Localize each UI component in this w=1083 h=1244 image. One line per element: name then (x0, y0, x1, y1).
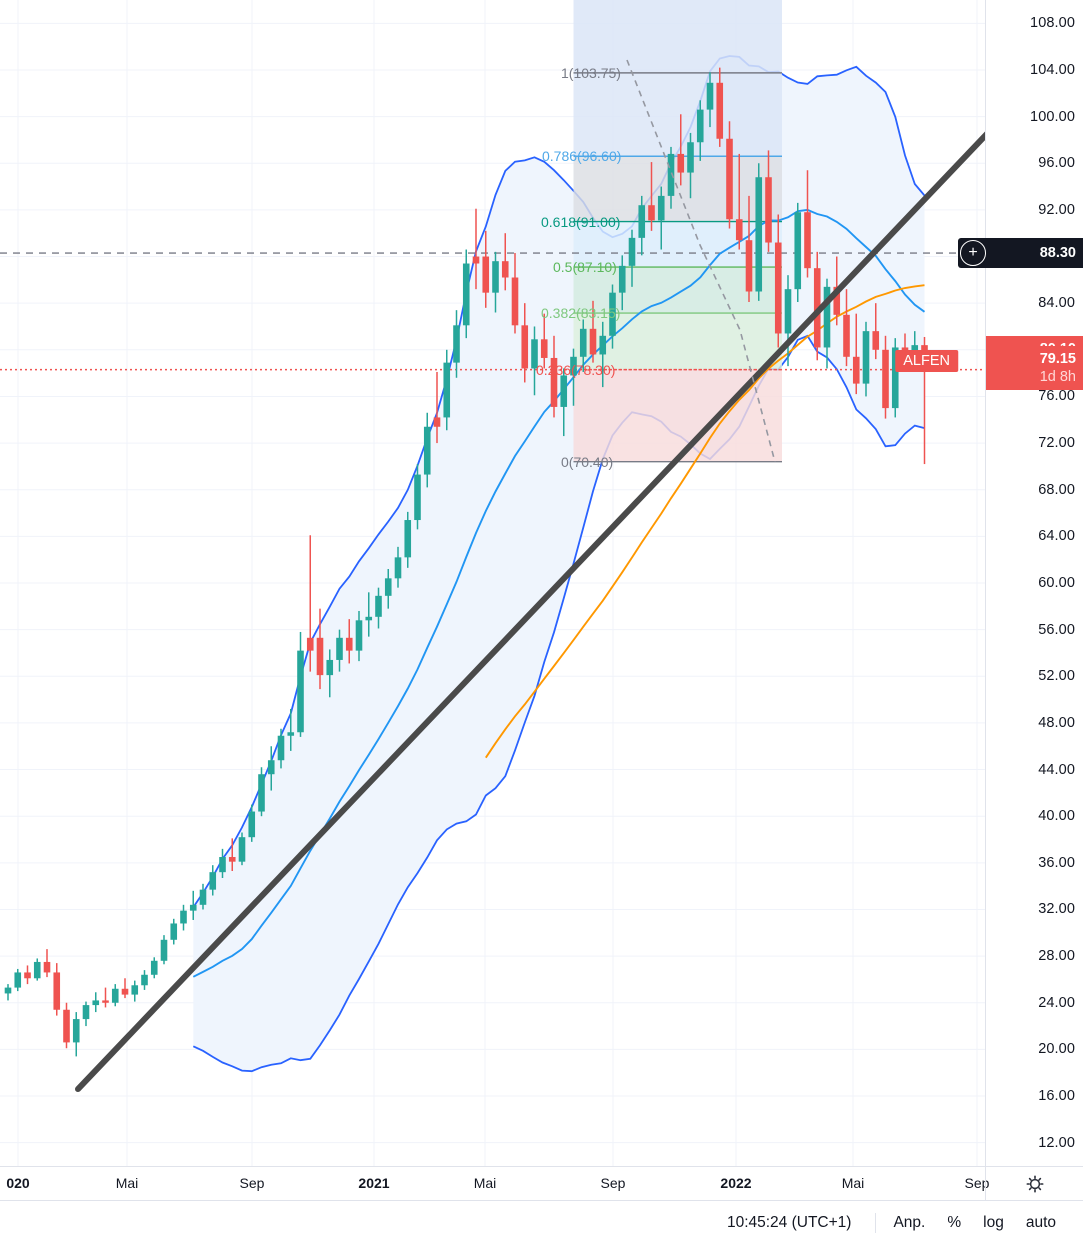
price-tick: 28.00 (1038, 948, 1075, 965)
price-tick: 20.00 (1038, 1041, 1075, 1058)
bollinger-lower-line (192, 334, 925, 1073)
price-tick: 108.00 (1030, 15, 1075, 32)
price-tick: 56.00 (1038, 621, 1075, 638)
time-tick: 2021 (358, 1175, 390, 1191)
time-tick: 2022 (720, 1175, 752, 1191)
gear-icon (1025, 1175, 1044, 1193)
price-tick: 76.00 (1038, 388, 1075, 405)
auto-scale-button[interactable]: auto (1025, 1213, 1056, 1231)
price-tick: 52.00 (1038, 668, 1075, 685)
price-tick: 36.00 (1038, 854, 1075, 871)
log-scale-button[interactable]: log (983, 1213, 1004, 1231)
price-tick: 48.00 (1038, 714, 1075, 731)
time-tick: Mai (115, 1175, 139, 1191)
price-tick: 64.00 (1038, 528, 1075, 545)
price-tick: 100.00 (1030, 108, 1075, 125)
time-tick: Mai (841, 1175, 865, 1191)
crosshair-price-value: 88.30 (1039, 245, 1076, 262)
chart-canvas (0, 0, 985, 1166)
last-price-badge: 79.15 1d 8h (986, 345, 1083, 390)
price-tick: 32.00 (1038, 901, 1075, 918)
time-tick: Sep (964, 1175, 990, 1191)
last-price-value: 79.15 (1039, 350, 1076, 367)
price-tick: 24.00 (1038, 994, 1075, 1011)
price-axis[interactable]: 108.00104.00100.0096.0092.0088.0084.0080… (958, 0, 1083, 1166)
time-tick: Sep (600, 1175, 626, 1191)
price-tick: 60.00 (1038, 575, 1075, 591)
plus-icon[interactable]: + (960, 240, 986, 267)
bollinger-upper-line (192, 55, 926, 908)
chart-clock: 10:45:24 (UTC+1) (726, 1213, 852, 1231)
price-tick: 12.00 (1038, 1134, 1075, 1151)
time-tick: 020 (6, 1175, 30, 1191)
chart-settings-button[interactable] (985, 1167, 1083, 1201)
percent-scale-button[interactable]: % (947, 1213, 962, 1231)
price-tick: 40.00 (1038, 808, 1075, 825)
price-tick: 104.00 (1030, 61, 1075, 78)
time-tick: Mai (473, 1175, 497, 1191)
trend-line (75, 131, 985, 1093)
price-tick: 72.00 (1038, 435, 1075, 452)
bollinger-band-fill (193, 56, 925, 1072)
price-tick: 68.00 (1038, 481, 1075, 498)
price-tick: 44.00 (1038, 761, 1075, 778)
moving-average-slow (485, 284, 925, 759)
statusbar-divider (875, 1212, 877, 1233)
candlestick-series (4, 67, 928, 1057)
chart-plot-area[interactable]: 1(103.75) 0.786(96.60) 0.618(91.00) 0.5(87.… (0, 0, 985, 1166)
price-tick: 92.00 (1038, 201, 1075, 218)
price-tick: 96.00 (1038, 155, 1075, 172)
bar-countdown: 1d 8h (1039, 368, 1076, 385)
symbol-price-tag: ALFEN (895, 349, 958, 372)
projection-line (626, 59, 776, 463)
adjust-button[interactable]: Anp. (893, 1213, 926, 1231)
time-tick: Sep (239, 1175, 265, 1191)
time-axis[interactable]: 020 Mai Sep 2021 Mai Sep 2022 Mai Sep (0, 1166, 1083, 1201)
crosshair-price-badge: 88.30 (986, 238, 1083, 269)
fibonacci-zones (573, 0, 782, 462)
price-tick: 84.00 (1038, 295, 1075, 312)
price-tick: 16.00 (1038, 1088, 1075, 1105)
chart-status-bar: 10:45:24 (UTC+1) Anp. % log auto (0, 1200, 1083, 1244)
